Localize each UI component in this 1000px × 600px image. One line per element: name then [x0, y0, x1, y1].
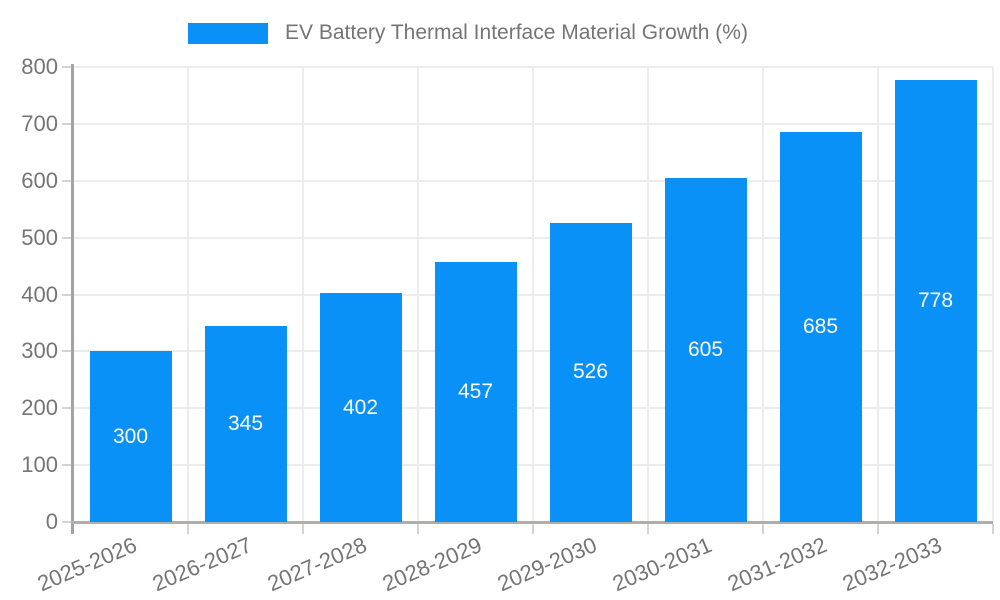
bar-value-label: 778 — [917, 288, 954, 312]
y-tick-label: 500 — [21, 224, 58, 250]
y-tick-mark — [62, 66, 71, 68]
bar-value-label: 402 — [342, 395, 379, 419]
y-tick-mark — [62, 236, 71, 239]
x-tick-mark — [647, 524, 649, 534]
bar — [549, 222, 632, 522]
bar — [779, 132, 862, 522]
bar-value-label: 345 — [227, 411, 264, 435]
bar — [204, 325, 287, 522]
bar — [894, 79, 977, 522]
y-tick-mark — [62, 179, 71, 182]
y-tick-label: 700 — [21, 110, 58, 136]
bar — [89, 351, 172, 522]
y-tick-label: 0 — [45, 509, 58, 534]
x-tick-mark — [187, 524, 189, 534]
y-tick-label: 600 — [21, 167, 58, 193]
bar-value-label: 605 — [687, 337, 724, 361]
gridline-vertical — [187, 67, 189, 522]
gridline-vertical — [762, 67, 764, 522]
y-tick-mark — [62, 407, 71, 410]
y-tick-mark — [62, 293, 71, 296]
y-tick-mark — [62, 122, 71, 125]
gridline-vertical — [647, 67, 649, 522]
y-tick-label: 400 — [21, 281, 58, 307]
chart-legend: EV Battery Thermal Interface Material Gr… — [188, 21, 748, 45]
bar-value-label: 526 — [572, 360, 609, 384]
y-tick-mark — [62, 350, 71, 353]
bar-value-label: 685 — [802, 315, 839, 339]
y-tick-label: 200 — [21, 395, 58, 421]
x-tick-mark — [762, 524, 764, 534]
y-tick-mark — [62, 521, 71, 523]
x-tick-mark — [877, 524, 879, 534]
bar — [664, 177, 747, 522]
legend-label: EV Battery Thermal Interface Material Gr… — [285, 21, 748, 44]
x-tick-mark — [417, 524, 419, 534]
bar — [434, 262, 517, 522]
y-tick-label: 100 — [21, 452, 58, 478]
gridline-vertical — [532, 67, 534, 522]
legend-swatch — [188, 22, 268, 44]
x-tick-mark — [992, 524, 994, 534]
y-tick-label: 800 — [21, 54, 58, 79]
y-tick-mark — [62, 464, 71, 467]
gridline-vertical — [992, 67, 994, 522]
gridline-vertical — [877, 67, 879, 522]
gridline-vertical — [417, 67, 419, 522]
y-axis-line — [71, 64, 74, 534]
x-tick-mark — [532, 524, 534, 534]
x-axis-line — [71, 521, 993, 524]
gridline-vertical — [302, 67, 304, 522]
bar — [319, 293, 402, 522]
y-tick-label: 300 — [21, 338, 58, 364]
x-tick-mark — [302, 524, 304, 534]
bar-value-label: 457 — [457, 380, 494, 404]
bar-value-label: 300 — [112, 424, 149, 448]
